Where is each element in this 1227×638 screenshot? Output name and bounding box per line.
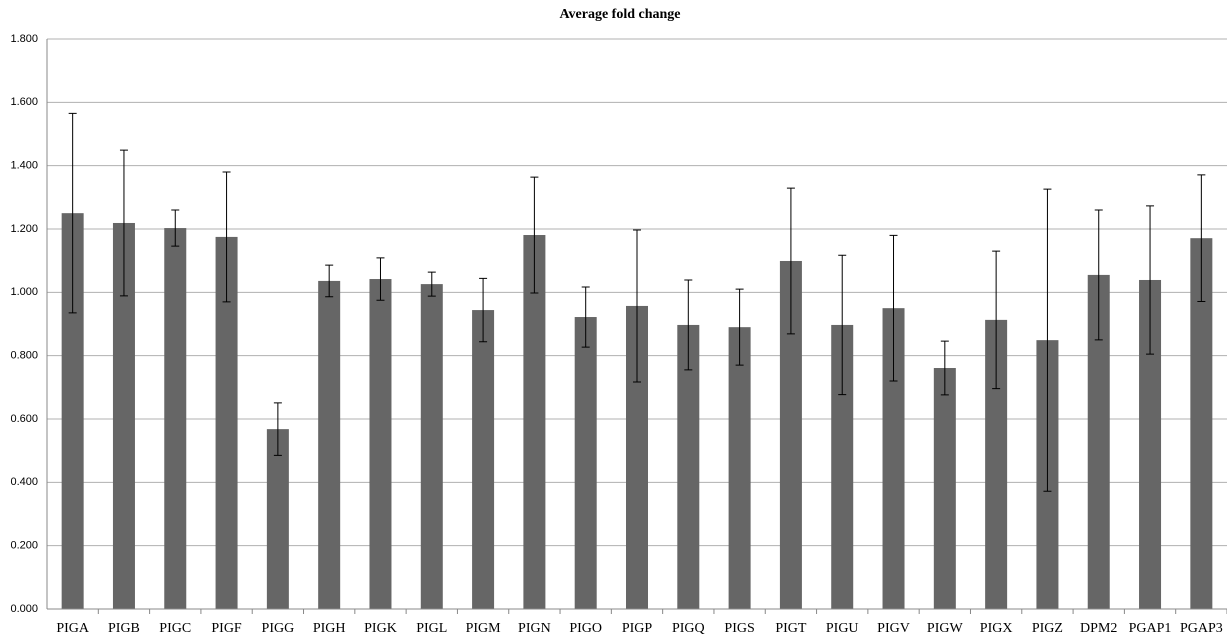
- bar: [1087, 274, 1110, 609]
- x-tick-label: PIGC: [159, 621, 191, 636]
- bar: [574, 317, 597, 609]
- x-tick-label: PIGA: [56, 621, 90, 636]
- bar: [369, 279, 392, 609]
- chart-title: Average fold change: [559, 7, 680, 22]
- x-tick-label: PIGN: [518, 621, 551, 636]
- bar: [420, 284, 443, 609]
- error-bar: [889, 234, 898, 382]
- bar: [266, 429, 289, 609]
- y-tick-label: 0.000: [10, 603, 38, 615]
- error-bar: [1197, 174, 1206, 303]
- y-tick-label: 1.800: [10, 33, 38, 45]
- y-tick-label: 1.000: [10, 286, 38, 298]
- bar: [318, 280, 341, 609]
- x-tick-label: PIGH: [313, 621, 346, 636]
- error-bar: [940, 340, 949, 396]
- bar: [472, 310, 495, 609]
- error-bar: [1146, 205, 1155, 355]
- x-tick-label: PIGM: [466, 621, 502, 636]
- x-tick-label: PIGK: [364, 621, 397, 636]
- error-bar: [838, 254, 847, 396]
- bar: [882, 308, 905, 609]
- x-tick-label: PIGB: [108, 621, 140, 636]
- error-bar: [735, 288, 744, 366]
- x-tick-label: PIGP: [622, 621, 653, 636]
- error-bar: [171, 209, 180, 247]
- bar: [779, 260, 802, 609]
- bar: [1139, 279, 1162, 609]
- x-tick-label: PIGF: [211, 621, 242, 636]
- error-bar: [1094, 209, 1103, 341]
- error-bar: [68, 112, 77, 314]
- x-tick-label: PIGX: [980, 621, 1013, 636]
- y-tick-label: 0.400: [10, 476, 38, 488]
- y-tick-label: 0.800: [10, 350, 38, 362]
- error-bar: [633, 229, 641, 383]
- bar: [626, 305, 648, 609]
- error-bar: [581, 286, 590, 348]
- error-bar: [222, 171, 231, 303]
- error-bar: [684, 279, 693, 371]
- y-tick-label: 1.400: [10, 160, 38, 172]
- y-tick-label: 1.200: [10, 223, 38, 235]
- x-tick-label: PIGO: [569, 621, 602, 636]
- x-tick-label: PIGU: [826, 621, 859, 636]
- bar: [933, 368, 956, 609]
- error-bar: [119, 149, 128, 297]
- bar: [1190, 238, 1213, 609]
- y-tick-label: 0.200: [10, 540, 38, 552]
- x-tick-label: PIGT: [775, 621, 807, 636]
- x-tick-label: PIGG: [262, 621, 295, 636]
- x-tick-label: PIGS: [724, 621, 754, 636]
- error-bar: [273, 402, 282, 456]
- x-tick-label: PGAP1: [1129, 621, 1172, 636]
- y-tick-label: 1.600: [10, 96, 38, 108]
- error-bar: [786, 187, 795, 335]
- bar: [523, 235, 546, 609]
- bar: [728, 327, 751, 609]
- error-bar: [1043, 188, 1052, 492]
- error-bar: [376, 257, 385, 301]
- x-tick-label: PIGW: [927, 621, 964, 636]
- x-tick-label: PGAP3: [1180, 621, 1223, 636]
- x-tick-label: PIGV: [877, 621, 910, 636]
- x-tick-label: PIGQ: [672, 621, 705, 636]
- bar: [164, 228, 187, 610]
- y-tick-label: 0.600: [10, 413, 38, 425]
- error-bar: [479, 277, 488, 343]
- bar: [61, 213, 84, 609]
- x-tick-label: PIGZ: [1032, 621, 1063, 636]
- error-bar: [325, 264, 334, 298]
- bar: [677, 324, 700, 609]
- error-bar: [427, 271, 436, 297]
- bar: [985, 319, 1008, 609]
- error-bar: [992, 250, 1001, 390]
- bar: [215, 236, 238, 609]
- x-tick-label: DPM2: [1080, 621, 1117, 636]
- x-tick-label: PIGL: [416, 621, 447, 636]
- bar: [112, 222, 135, 609]
- error-bar: [530, 176, 539, 294]
- bar: [831, 324, 854, 609]
